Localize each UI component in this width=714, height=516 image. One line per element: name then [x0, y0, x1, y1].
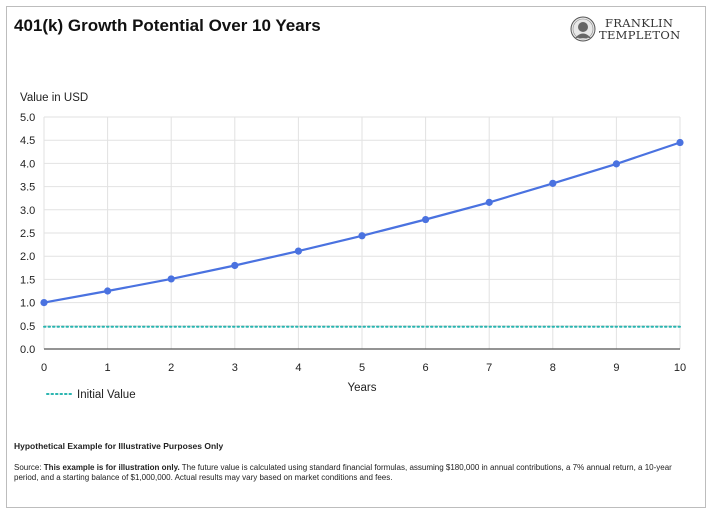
x-tick-label: 9 [613, 362, 619, 374]
x-tick-label: 6 [423, 362, 429, 374]
y-tick-label: 3.5 [20, 182, 35, 194]
x-tick-label: 7 [486, 362, 492, 374]
y-tick-label: 2.5 [20, 228, 35, 240]
portrait-medallion-icon [570, 16, 596, 42]
source-text: The future value is calculated using sta… [14, 463, 672, 482]
source-prefix: Source: [14, 463, 44, 472]
y-tick-label: 0.0 [20, 344, 35, 356]
page-title: 401(k) Growth Potential Over 10 Years [14, 16, 321, 35]
x-tick-label: 0 [41, 362, 47, 374]
y-tick-label: 4.5 [20, 135, 35, 147]
logo-line-2: TEMPLETON [599, 28, 681, 42]
y-tick-label: 4.0 [20, 158, 35, 170]
franklin-templeton-logo: FRANKLIN TEMPLETON [570, 16, 680, 42]
legend-label: Initial Value [77, 389, 136, 401]
data-point [549, 179, 557, 187]
chart-series [40, 138, 684, 328]
chart-axes: 0.0 0.5 1.0 1.5 2.0 2.5 3.0 3.5 4.0 4.5 5.0 0 1 2 3 4 5 6… [20, 112, 686, 374]
y-tick-label: 5.0 [20, 112, 35, 124]
x-tick-label: 1 [105, 362, 111, 374]
source-bold: This example is for illustration only. [43, 463, 180, 472]
data-point [167, 275, 175, 283]
chart-legend: Initial Value [46, 389, 136, 401]
data-point [676, 138, 684, 147]
data-point [294, 247, 302, 255]
data-point [104, 287, 112, 295]
disclaimer-heading: Hypothetical Example for Illustrative Pu… [14, 441, 224, 451]
data-point [485, 198, 493, 206]
x-tick-label: 10 [674, 362, 686, 374]
data-point [358, 232, 366, 240]
data-point [422, 215, 430, 224]
source-note: Source: This example is for illustration… [14, 463, 686, 483]
x-tick-label: 2 [168, 362, 174, 374]
x-axis-label: Years [348, 382, 377, 394]
y-tick-label: 2.0 [20, 251, 35, 263]
data-point [612, 160, 621, 168]
logo-line-1: FRANKLIN [605, 16, 674, 30]
y-tick-label: 3.0 [20, 205, 35, 217]
x-tick-label: 4 [295, 362, 301, 374]
y-tick-label: 1.5 [20, 274, 35, 286]
y-tick-label: 0.5 [20, 321, 35, 333]
y-axis-label: Value in USD [20, 92, 88, 104]
data-point [231, 261, 239, 270]
y-tick-label: 1.0 [20, 298, 35, 310]
x-tick-label: 5 [359, 362, 365, 374]
chart-card [6, 6, 706, 508]
data-point [40, 299, 48, 307]
x-tick-label: 3 [232, 362, 238, 374]
x-tick-label: 8 [550, 362, 556, 374]
